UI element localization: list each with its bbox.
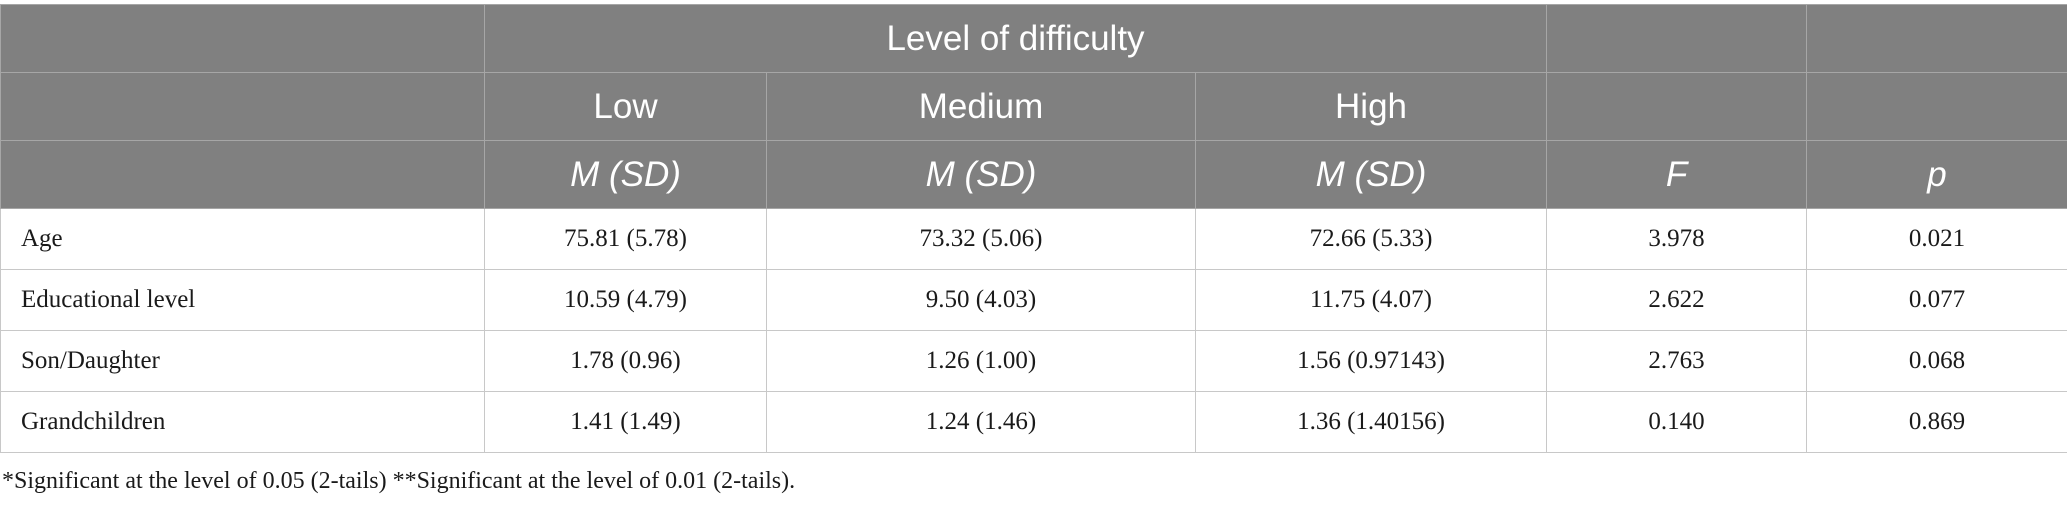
stat-header-f: F bbox=[1546, 140, 1808, 209]
cell-f: 2.763 bbox=[1546, 330, 1808, 392]
cell-high: 11.75 (4.07) bbox=[1194, 269, 1548, 331]
cell-f: 3.978 bbox=[1546, 208, 1808, 270]
cell-p: 0.077 bbox=[1806, 269, 2067, 331]
table-footnote: *Significant at the level of 0.05 (2-tai… bbox=[2, 468, 796, 494]
cell-low: 1.41 (1.49) bbox=[484, 391, 767, 453]
row-label: Age bbox=[0, 208, 485, 270]
cell-f: 2.622 bbox=[1546, 269, 1808, 331]
cell-high: 72.66 (5.33) bbox=[1194, 208, 1548, 270]
cell-low: 75.81 (5.78) bbox=[484, 208, 767, 270]
header-empty-cell bbox=[0, 4, 485, 73]
header-empty-cell bbox=[1806, 72, 2067, 141]
table-row: Age 75.81 (5.78) 73.32 (5.06) 72.66 (5.3… bbox=[0, 208, 2067, 270]
stat-header-high: M (SD) bbox=[1194, 140, 1548, 209]
group-header: Level of difficulty bbox=[483, 4, 1548, 73]
stat-header-low: M (SD) bbox=[484, 140, 767, 209]
level-header-high: High bbox=[1194, 72, 1548, 141]
cell-medium: 73.32 (5.06) bbox=[766, 208, 1196, 270]
table-row: Grandchildren 1.41 (1.49) 1.24 (1.46) 1.… bbox=[0, 391, 2067, 453]
header-empty-cell bbox=[1806, 4, 2067, 73]
cell-medium: 1.24 (1.46) bbox=[766, 391, 1196, 453]
cell-medium: 9.50 (4.03) bbox=[766, 269, 1196, 331]
row-label: Educational level bbox=[0, 269, 485, 331]
cell-high: 1.56 (0.97143) bbox=[1194, 330, 1548, 392]
level-header-low: Low bbox=[484, 72, 767, 141]
stat-header-p: p bbox=[1806, 140, 2067, 209]
header-empty-cell bbox=[0, 72, 485, 141]
header-empty-cell bbox=[1546, 4, 1808, 73]
cell-f: 0.140 bbox=[1546, 391, 1808, 453]
difficulty-table: Level of difficulty Low Medium High M (S… bbox=[0, 4, 2067, 453]
cell-medium: 1.26 (1.00) bbox=[766, 330, 1196, 392]
table-row: Son/Daughter 1.78 (0.96) 1.26 (1.00) 1.5… bbox=[0, 330, 2067, 392]
cell-low: 1.78 (0.96) bbox=[484, 330, 767, 392]
cell-p: 0.068 bbox=[1806, 330, 2067, 392]
row-label: Son/Daughter bbox=[0, 330, 485, 392]
cell-low: 10.59 (4.79) bbox=[484, 269, 767, 331]
cell-high: 1.36 (1.40156) bbox=[1194, 391, 1548, 453]
row-label: Grandchildren bbox=[0, 391, 485, 453]
cell-p: 0.869 bbox=[1806, 391, 2067, 453]
stat-header-medium: M (SD) bbox=[766, 140, 1196, 209]
header-empty-cell bbox=[0, 140, 485, 209]
cell-p: 0.021 bbox=[1806, 208, 2067, 270]
header-empty-cell bbox=[1546, 72, 1808, 141]
table-row: Educational level 10.59 (4.79) 9.50 (4.0… bbox=[0, 269, 2067, 331]
level-header-medium: Medium bbox=[766, 72, 1196, 141]
